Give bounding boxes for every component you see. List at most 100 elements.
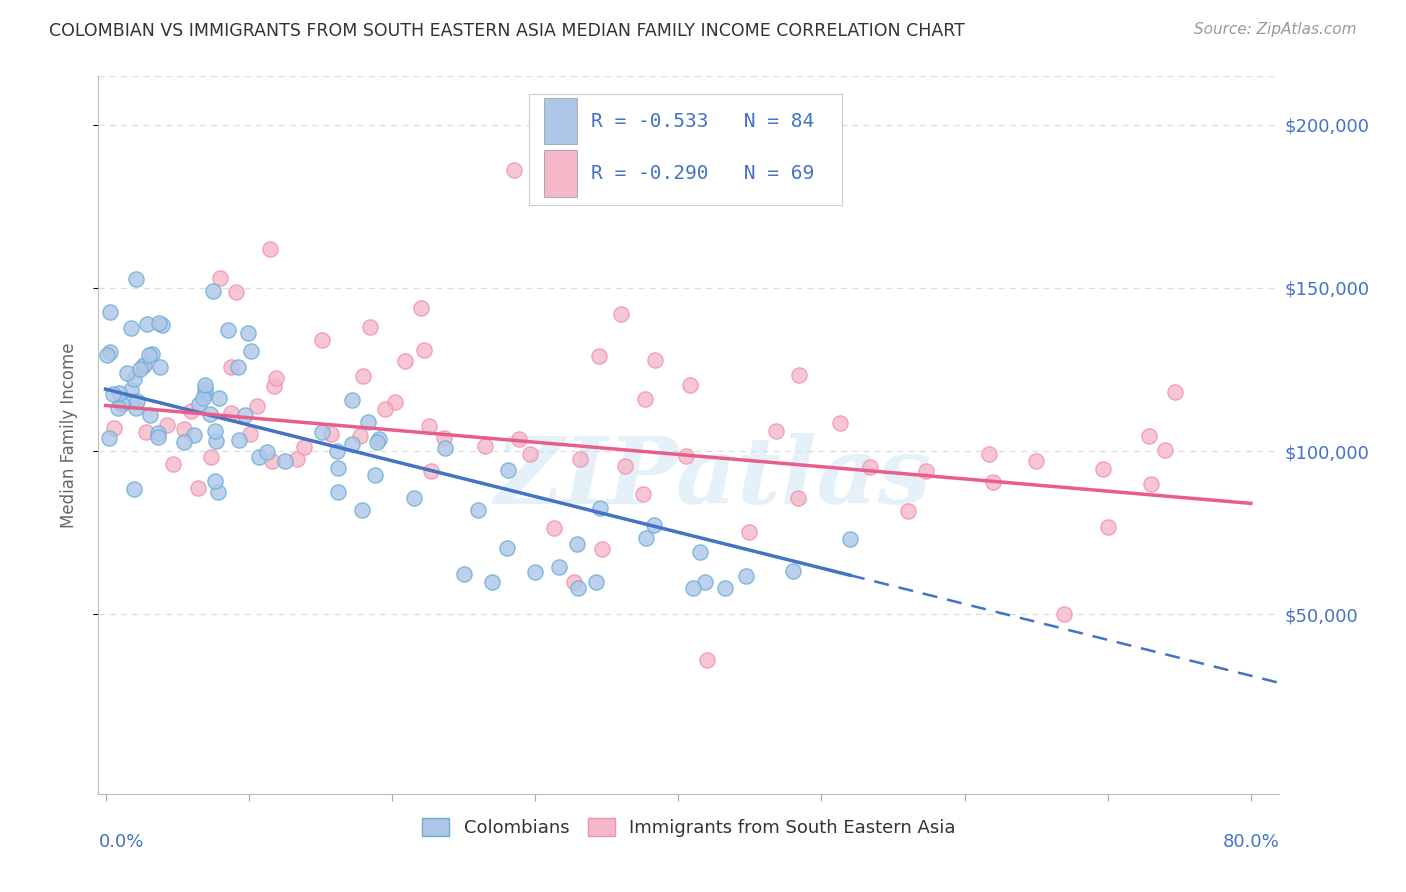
Point bbox=[364, 468, 387, 483]
Point bbox=[352, 368, 374, 383]
Point bbox=[359, 320, 381, 334]
Point bbox=[782, 564, 804, 578]
Point bbox=[246, 399, 269, 413]
Point bbox=[1097, 520, 1119, 534]
Point bbox=[394, 354, 416, 368]
Point bbox=[693, 574, 716, 589]
Point bbox=[198, 407, 221, 421]
Point bbox=[585, 574, 607, 589]
Point bbox=[1025, 454, 1047, 468]
Point bbox=[643, 518, 665, 533]
Point bbox=[1137, 429, 1160, 443]
Point bbox=[311, 425, 333, 440]
Point bbox=[1164, 385, 1187, 400]
Point bbox=[696, 653, 718, 667]
Point bbox=[264, 370, 287, 384]
Point bbox=[120, 383, 142, 397]
Point bbox=[714, 581, 737, 595]
Point bbox=[433, 441, 456, 455]
Text: Source: ZipAtlas.com: Source: ZipAtlas.com bbox=[1194, 22, 1357, 37]
Point bbox=[897, 504, 920, 518]
Point bbox=[124, 372, 146, 386]
Point bbox=[125, 394, 148, 409]
Point bbox=[326, 460, 349, 475]
Text: COLOMBIAN VS IMMIGRANTS FROM SOUTH EASTERN ASIA MEDIAN FAMILY INCOME CORRELATION: COLOMBIAN VS IMMIGRANTS FROM SOUTH EASTE… bbox=[49, 22, 965, 40]
Point bbox=[194, 377, 217, 392]
Point bbox=[404, 491, 426, 506]
Point bbox=[786, 491, 808, 506]
Point bbox=[589, 501, 612, 516]
Point bbox=[481, 574, 503, 589]
Point bbox=[547, 560, 569, 574]
Text: 0.0%: 0.0% bbox=[98, 833, 143, 851]
Point bbox=[294, 441, 316, 455]
Point bbox=[498, 463, 520, 477]
Point bbox=[412, 343, 434, 358]
Point bbox=[204, 425, 226, 439]
Point bbox=[156, 417, 179, 432]
Point bbox=[734, 569, 756, 583]
Point bbox=[285, 452, 308, 467]
Point bbox=[135, 425, 157, 439]
Point bbox=[366, 435, 388, 450]
Point bbox=[180, 404, 202, 418]
Point bbox=[610, 307, 633, 321]
Point bbox=[565, 537, 588, 551]
Point bbox=[173, 435, 195, 450]
Point bbox=[183, 428, 205, 442]
Point bbox=[219, 360, 242, 375]
Point bbox=[200, 450, 222, 464]
Point bbox=[433, 431, 456, 445]
Point bbox=[228, 434, 250, 448]
Y-axis label: Median Family Income: Median Family Income bbox=[59, 343, 77, 527]
Point bbox=[321, 427, 343, 442]
Point bbox=[146, 425, 169, 440]
Point bbox=[274, 454, 297, 468]
Legend: Colombians, Immigrants from South Eastern Asia: Colombians, Immigrants from South Easter… bbox=[415, 810, 963, 844]
Point bbox=[259, 242, 281, 256]
Point bbox=[132, 359, 155, 373]
Point bbox=[828, 416, 851, 430]
Point bbox=[148, 316, 170, 330]
Point bbox=[342, 437, 364, 451]
Point bbox=[121, 321, 143, 335]
Point bbox=[208, 391, 231, 405]
Point bbox=[675, 450, 697, 464]
Point bbox=[239, 426, 262, 441]
Point bbox=[226, 360, 249, 375]
Point bbox=[562, 574, 585, 589]
Point bbox=[634, 532, 657, 546]
Point bbox=[474, 439, 496, 453]
Point bbox=[219, 406, 242, 420]
Point bbox=[349, 429, 371, 443]
Point bbox=[173, 421, 195, 435]
Point bbox=[139, 408, 162, 422]
Point bbox=[134, 358, 156, 372]
Point bbox=[117, 366, 139, 380]
Point bbox=[839, 532, 862, 546]
Point bbox=[262, 454, 284, 468]
Point bbox=[239, 343, 262, 358]
Point bbox=[187, 397, 209, 411]
Point bbox=[631, 486, 654, 500]
Point bbox=[409, 301, 432, 315]
Point bbox=[201, 284, 224, 298]
Point bbox=[193, 391, 215, 405]
Point bbox=[787, 368, 810, 383]
Point bbox=[357, 415, 380, 429]
Point bbox=[519, 447, 541, 461]
Point bbox=[453, 567, 475, 582]
Point bbox=[136, 318, 159, 332]
Point bbox=[495, 541, 517, 555]
Point bbox=[1091, 461, 1114, 475]
Point bbox=[467, 503, 489, 517]
Point bbox=[103, 421, 125, 435]
Point bbox=[125, 401, 148, 415]
Point bbox=[204, 474, 226, 488]
Point bbox=[236, 326, 259, 341]
Point bbox=[1139, 476, 1161, 491]
Text: R = -0.290   N = 69: R = -0.290 N = 69 bbox=[591, 164, 814, 183]
Text: R = -0.533   N = 84: R = -0.533 N = 84 bbox=[591, 112, 814, 130]
Point bbox=[614, 459, 637, 474]
Point bbox=[368, 432, 391, 446]
